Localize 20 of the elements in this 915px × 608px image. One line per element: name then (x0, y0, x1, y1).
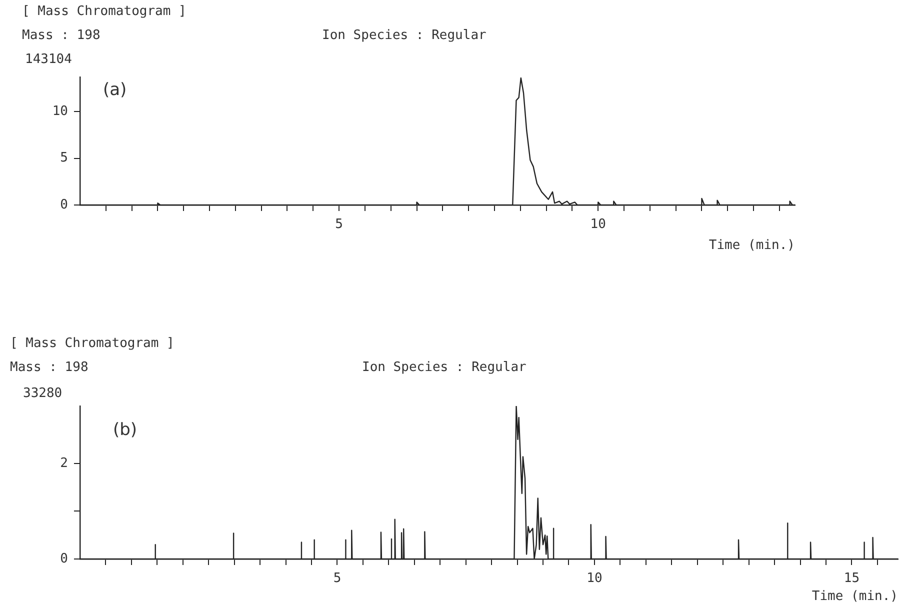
y-tick-label: 5 (60, 150, 68, 166)
text: Ion Species : Regular (362, 360, 526, 375)
x-axis-title: Time (min.) (708, 238, 795, 253)
x-axis-title: Time (min.) (812, 589, 898, 604)
chart-title: [ Mass Chromatogram ] (22, 4, 186, 19)
y-tick-label: 0 (60, 551, 68, 566)
annotation: (a) (103, 80, 127, 100)
chart-subtitle: Mass : 198 (22, 28, 100, 43)
y-axis-title: 33280 (23, 386, 62, 401)
x-tick-label: 10 (586, 571, 602, 586)
text: Ion Species : Regular (322, 28, 486, 43)
x-tick-label: 15 (844, 571, 860, 586)
chart-title: [ Mass Chromatogram ] (10, 336, 174, 351)
annotation: (b) (113, 420, 138, 440)
y-tick-label: 0 (60, 197, 68, 212)
chart-subtitle: Mass : 198 (10, 360, 88, 375)
y-tick-label: 2 (60, 456, 68, 471)
y-axis-title: 143104 (25, 52, 72, 67)
y-tick-label: 10 (52, 104, 68, 119)
x-tick-label: 5 (333, 571, 342, 586)
